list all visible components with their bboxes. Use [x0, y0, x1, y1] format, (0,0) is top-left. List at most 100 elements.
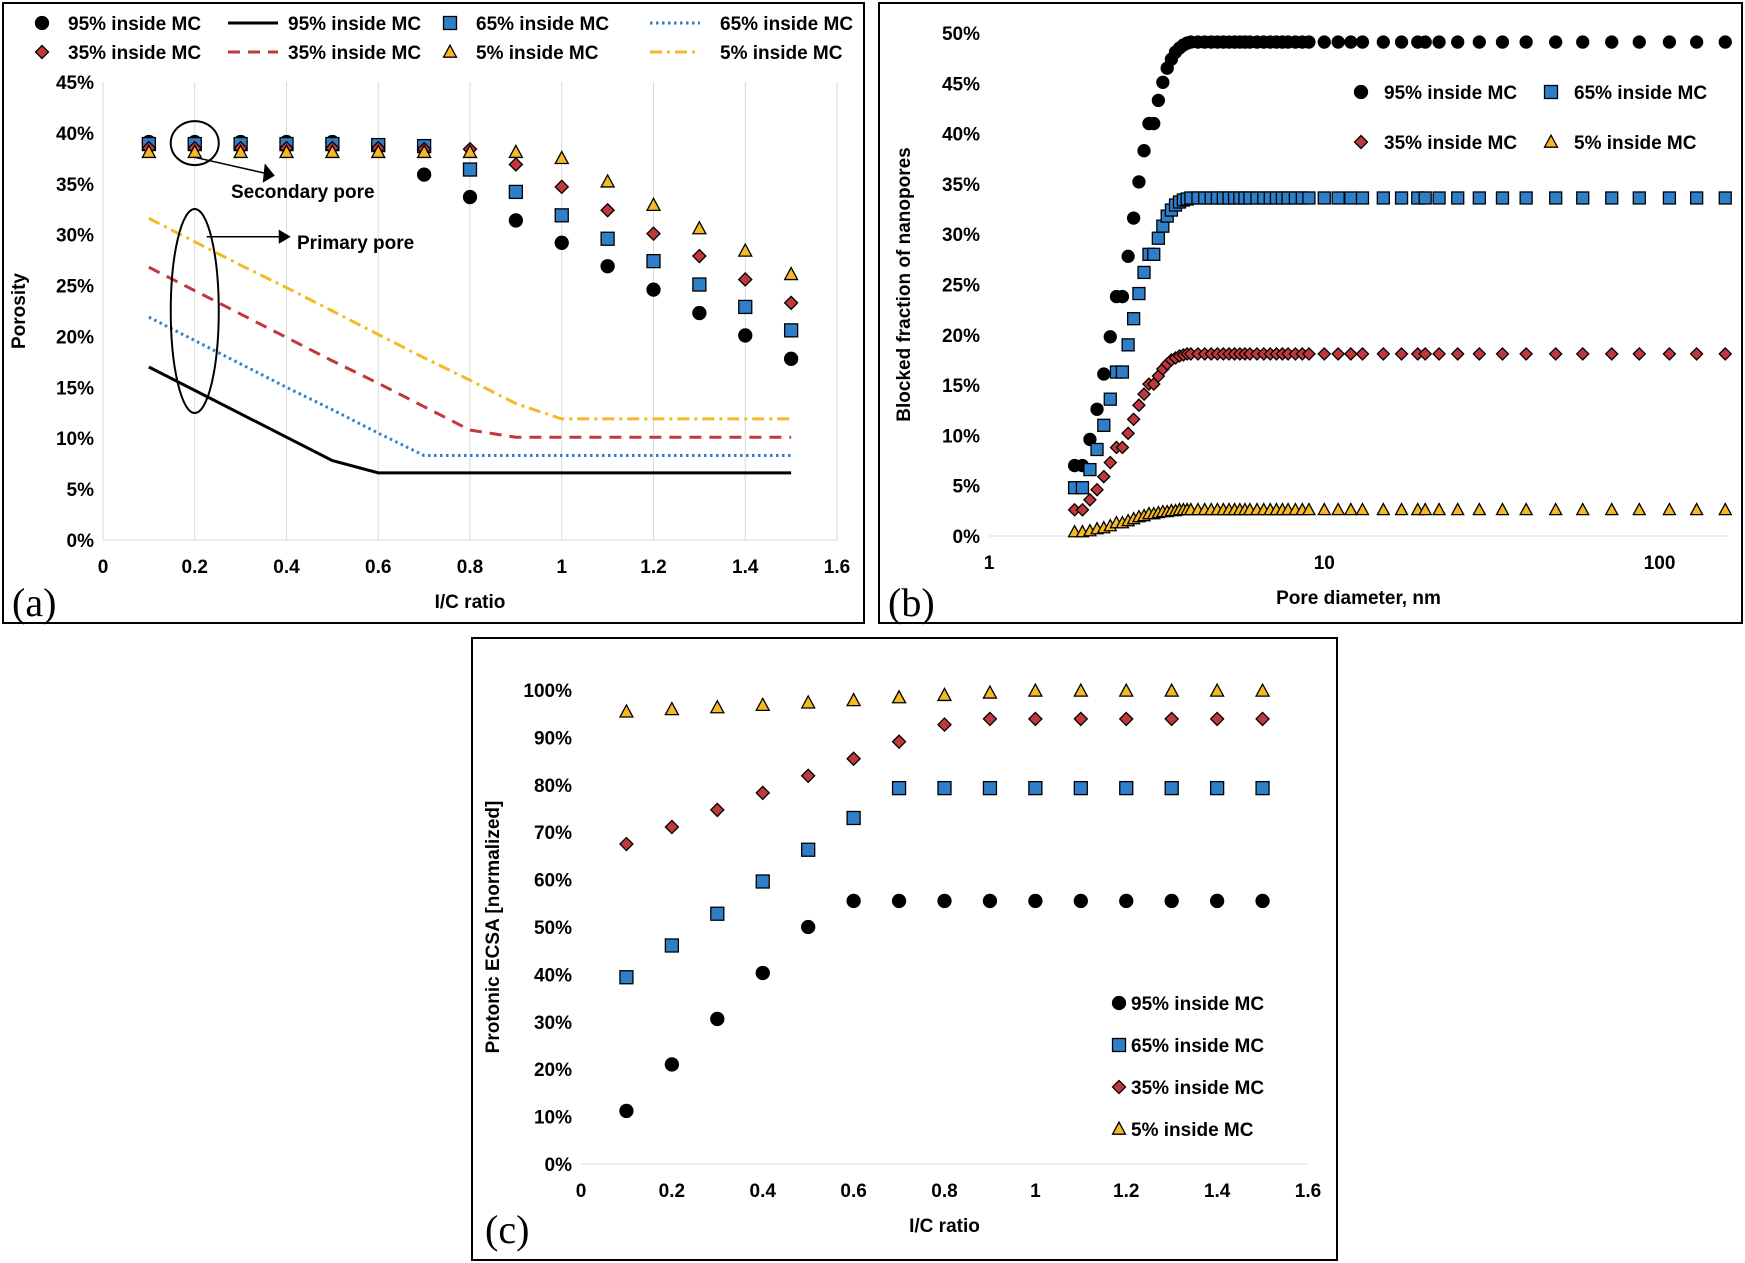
legend-item: 5% inside MC	[442, 43, 599, 64]
data-point	[1331, 502, 1346, 516]
data-point	[691, 220, 707, 235]
data-point	[737, 272, 753, 287]
legend-marker	[1111, 1120, 1127, 1135]
data-point	[937, 780, 952, 796]
data-point	[554, 208, 569, 223]
data-point	[1394, 502, 1409, 516]
series-5	[148, 265, 792, 439]
data-point	[1605, 35, 1619, 49]
data-point	[1495, 35, 1510, 49]
y-tick-label: 0%	[545, 1155, 573, 1176]
y-tick-label: 45%	[942, 74, 980, 95]
y-tick-label: 30%	[534, 1013, 572, 1034]
y-axis-title: Protonic ECSA [normalized]	[483, 801, 504, 1054]
legend-label: 95% inside MC	[68, 14, 201, 35]
x-tick-label: 0.4	[750, 1181, 777, 1202]
legend-label: 35% inside MC	[288, 43, 421, 64]
data-point	[1495, 502, 1510, 516]
series-line	[148, 315, 792, 458]
x-axis-title: I/C ratio	[435, 592, 506, 613]
data-point	[1689, 35, 1704, 49]
chart-panel-a: 0% 5% 10% 15% 20% 25% 30% 35% 40% 45% 0 0.2 0.4 0.6 0.…	[2, 2, 865, 625]
data-point	[710, 906, 725, 921]
x-tick-label: 1.2	[640, 557, 666, 578]
data-point	[1662, 35, 1677, 49]
data-point	[800, 694, 816, 709]
data-point	[1331, 35, 1345, 49]
data-point	[982, 893, 998, 909]
data-point	[1090, 482, 1104, 497]
legend-item: 65% inside MC	[650, 14, 853, 35]
data-point	[1121, 338, 1135, 352]
series-0	[619, 893, 1270, 1119]
data-point	[416, 167, 432, 182]
data-point	[619, 1103, 634, 1119]
data-point	[1302, 191, 1316, 205]
data-point	[846, 810, 861, 826]
panel-label: (a)	[12, 580, 56, 625]
data-point	[846, 692, 862, 707]
legend-label: 95% inside MC	[1384, 83, 1517, 104]
legend-label: 5% inside MC	[1574, 133, 1697, 154]
x-tick-label: 1.6	[824, 557, 850, 578]
y-tick-label: 50%	[942, 24, 980, 45]
data-point	[1028, 893, 1043, 909]
legend-label: 35% inside MC	[68, 43, 201, 64]
data-point	[1355, 35, 1370, 49]
series-line	[148, 217, 792, 421]
data-point	[1301, 502, 1317, 516]
y-tick-label: 10%	[942, 426, 980, 447]
x-tick-label: 0.2	[182, 557, 208, 578]
legend-item: 65% inside MC	[442, 14, 609, 35]
x-tick-label: 0	[576, 1181, 587, 1202]
data-point	[1151, 93, 1166, 108]
x-tick-label: 0	[98, 557, 109, 578]
data-point	[937, 893, 952, 909]
data-point	[1097, 418, 1111, 432]
y-tick-label: 30%	[942, 225, 980, 246]
y-tick-label: 60%	[534, 871, 572, 892]
data-point	[508, 213, 524, 228]
x-tick-label: 1	[1030, 1181, 1041, 1202]
y-tick-label: 20%	[56, 327, 94, 348]
data-point	[846, 893, 861, 909]
legend-item: 95% inside MC	[1353, 83, 1517, 104]
secondary-pore-arrowhead	[262, 163, 275, 183]
series-line	[148, 365, 792, 475]
data-point	[1209, 780, 1225, 796]
data-point	[1115, 289, 1130, 304]
data-point	[709, 699, 725, 714]
data-point	[1718, 502, 1733, 516]
series-7	[148, 217, 792, 421]
legend-label: 65% inside MC	[720, 14, 853, 35]
data-point	[982, 684, 998, 699]
data-point	[1575, 346, 1590, 361]
legend-item: 35% inside MC	[34, 43, 201, 64]
data-point	[1394, 191, 1409, 205]
y-tick-label: 100%	[523, 681, 572, 702]
data-point	[1604, 346, 1619, 361]
x-tick-label: 1.2	[1113, 1181, 1139, 1202]
data-point	[1118, 711, 1134, 727]
data-point	[846, 751, 862, 767]
series-1	[148, 365, 792, 475]
y-tick-label: 50%	[534, 918, 572, 939]
data-point	[324, 144, 340, 159]
data-point	[1376, 346, 1391, 361]
data-point	[1394, 346, 1409, 361]
secondary-pore-circle	[169, 120, 220, 167]
y-tick-label: 20%	[534, 1060, 572, 1081]
series-3	[1067, 502, 1733, 538]
data-point	[1027, 711, 1043, 727]
legend-label: 5% inside MC	[476, 43, 599, 64]
y-tick-label: 45%	[56, 73, 94, 94]
legend-item: 65% inside MC	[1111, 1036, 1264, 1057]
data-point	[1355, 502, 1370, 516]
legend-marker	[34, 44, 50, 60]
x-tick-label: 1	[984, 553, 995, 574]
data-point	[1718, 191, 1732, 205]
data-point	[1451, 191, 1465, 205]
legend-item: 95% inside MC	[1111, 994, 1264, 1015]
y-tick-label: 40%	[534, 965, 572, 986]
data-point	[1126, 412, 1141, 427]
